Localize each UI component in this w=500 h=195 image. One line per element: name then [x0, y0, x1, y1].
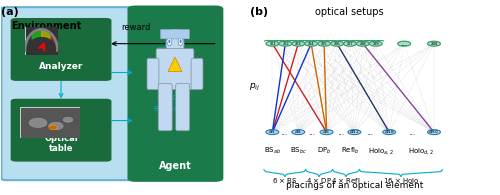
FancyBboxPatch shape — [156, 49, 194, 90]
Text: $a_4$: $a_4$ — [294, 128, 302, 136]
Text: $s_N$: $s_N$ — [430, 40, 438, 48]
Text: Environment: Environment — [12, 21, 82, 31]
Text: 4 $\times$ Refl: 4 $\times$ Refl — [331, 176, 361, 185]
Text: ...: ... — [308, 128, 316, 137]
Circle shape — [292, 41, 304, 46]
Circle shape — [49, 122, 63, 130]
Text: $p_{ij}$: $p_{ij}$ — [248, 82, 260, 93]
Text: Holo$_{a,2}$: Holo$_{a,2}$ — [368, 145, 394, 156]
Text: DP$_b$: DP$_b$ — [317, 145, 332, 156]
Text: $a_{18}$: $a_{18}$ — [384, 128, 394, 136]
Text: optical
element: optical element — [153, 93, 188, 113]
FancyBboxPatch shape — [160, 29, 190, 39]
Circle shape — [344, 41, 356, 46]
FancyBboxPatch shape — [12, 19, 111, 80]
FancyBboxPatch shape — [128, 6, 222, 181]
Text: placings of an optical element: placings of an optical element — [286, 181, 423, 190]
Circle shape — [428, 41, 440, 46]
Text: $a_1$: $a_1$ — [268, 128, 276, 136]
Text: $s_6$: $s_6$ — [333, 40, 341, 48]
Circle shape — [166, 28, 184, 59]
Text: ...: ... — [408, 128, 415, 137]
Text: Optical
table: Optical table — [44, 134, 78, 153]
Text: Agent: Agent — [159, 160, 192, 171]
FancyBboxPatch shape — [147, 58, 159, 90]
Text: ...: ... — [366, 128, 373, 137]
Text: Refl$_b$: Refl$_b$ — [340, 145, 359, 156]
Text: optical setups: optical setups — [315, 7, 384, 17]
Circle shape — [266, 130, 279, 135]
Text: $s_2$: $s_2$ — [282, 40, 289, 48]
Text: BS$_{bc}$: BS$_{bc}$ — [290, 145, 306, 156]
Circle shape — [428, 130, 440, 135]
Text: $s_4$: $s_4$ — [308, 40, 315, 48]
Text: optical
setup: optical setup — [156, 45, 184, 65]
Circle shape — [348, 130, 361, 135]
Text: $s_1$: $s_1$ — [268, 40, 276, 48]
Circle shape — [320, 130, 333, 135]
Circle shape — [167, 37, 172, 46]
Circle shape — [180, 40, 182, 43]
Text: $s_7$: $s_7$ — [346, 40, 354, 48]
Circle shape — [29, 118, 47, 128]
Text: $a_8$: $a_8$ — [322, 128, 330, 136]
Circle shape — [318, 41, 330, 46]
FancyBboxPatch shape — [176, 84, 190, 131]
Text: $a_{30}$: $a_{30}$ — [428, 128, 440, 136]
Circle shape — [178, 37, 183, 46]
Text: Holo$_{d,2}$: Holo$_{d,2}$ — [408, 145, 434, 156]
Text: BS$_{ab}$: BS$_{ab}$ — [264, 145, 281, 156]
Text: (b): (b) — [250, 7, 268, 17]
Circle shape — [370, 41, 382, 46]
Circle shape — [168, 40, 170, 43]
Circle shape — [292, 130, 304, 135]
Text: reward: reward — [121, 23, 150, 32]
Text: (a): (a) — [2, 7, 19, 17]
Text: ...: ... — [400, 39, 407, 48]
Circle shape — [383, 130, 396, 135]
Text: ...: ... — [280, 128, 287, 137]
Text: Analyzer: Analyzer — [39, 62, 83, 71]
Text: $a_{12}$: $a_{12}$ — [349, 128, 360, 136]
Circle shape — [49, 125, 57, 130]
FancyBboxPatch shape — [158, 84, 172, 131]
Circle shape — [279, 41, 292, 46]
FancyBboxPatch shape — [2, 7, 220, 180]
Text: $s_8$: $s_8$ — [359, 40, 366, 48]
Polygon shape — [168, 57, 182, 72]
FancyBboxPatch shape — [191, 58, 203, 90]
Circle shape — [356, 41, 370, 46]
Circle shape — [304, 41, 318, 46]
Circle shape — [266, 41, 279, 46]
Text: ...: ... — [337, 128, 344, 137]
Text: $s_9$: $s_9$ — [372, 40, 380, 48]
Text: 4 $\times$ DP: 4 $\times$ DP — [306, 176, 332, 185]
FancyBboxPatch shape — [12, 99, 111, 161]
Text: $s_3$: $s_3$ — [294, 40, 302, 48]
Circle shape — [63, 117, 73, 122]
Text: $s_5$: $s_5$ — [320, 40, 328, 48]
Circle shape — [330, 41, 344, 46]
Text: 6 $\times$ BS: 6 $\times$ BS — [272, 176, 297, 185]
Circle shape — [398, 41, 410, 46]
Text: 16 $\times$ Holo: 16 $\times$ Holo — [382, 176, 419, 185]
